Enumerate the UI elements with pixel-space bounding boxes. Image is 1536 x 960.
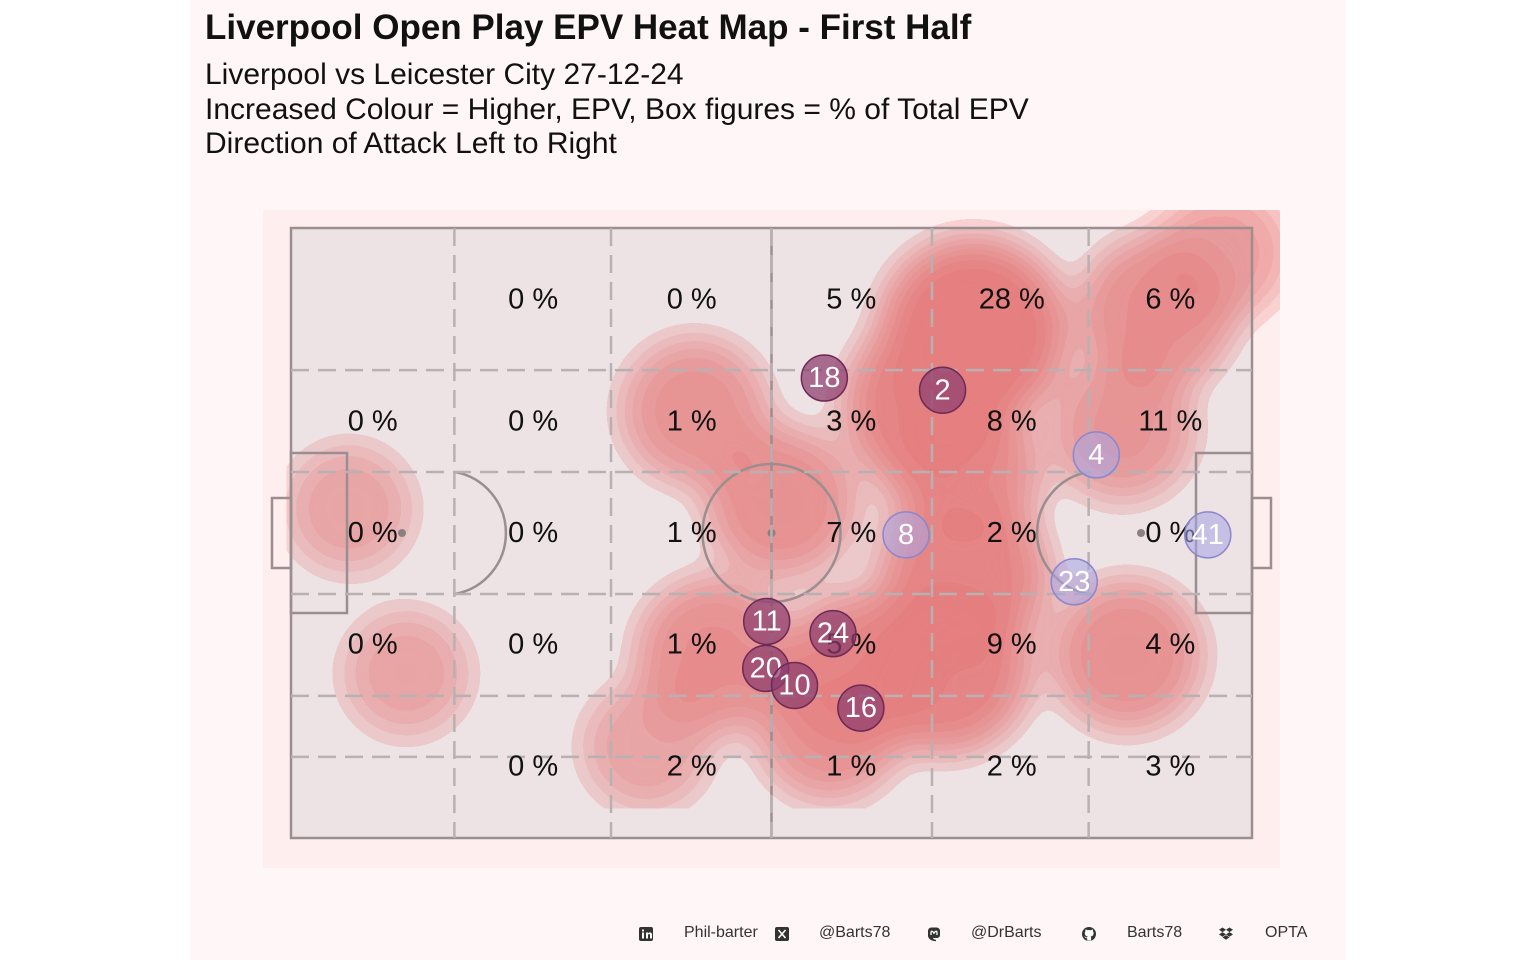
- heat-blob: [584, 684, 709, 809]
- player-marker: 4: [1072, 431, 1121, 479]
- player-circle: [837, 684, 885, 732]
- footer-mastodon-text: @DrBarts: [971, 924, 1042, 941]
- player-number-label: 18: [808, 362, 840, 394]
- subtitle-line-3: Direction of Attack Left to Right: [205, 127, 617, 160]
- player-circle: [809, 609, 857, 658]
- zone-percentage-label: 8 %: [987, 405, 1037, 437]
- dropbox-icon: [1219, 927, 1233, 940]
- player-marker: 2: [918, 366, 967, 415]
- zone-percentage-label: 9 %: [987, 629, 1037, 661]
- zone-percentage-label: 3 %: [1145, 751, 1195, 783]
- subtitle-line-2: Increased Colour = Higher, EPV, Box figu…: [205, 93, 1029, 126]
- left-penalty-arc: [454, 470, 508, 596]
- player-marker: 16: [837, 684, 885, 732]
- player-circle: [918, 366, 967, 415]
- zone-percentage-label: 6 %: [1145, 283, 1195, 315]
- zone-percentage-label: 1 %: [667, 629, 717, 661]
- zone-percentage-label: 0 %: [348, 405, 398, 437]
- player-number-label: 41: [1192, 519, 1224, 551]
- player-number-label: 24: [817, 618, 849, 650]
- player-number-label: 2: [934, 374, 950, 406]
- chart-title: Liverpool Open Play EPV Heat Map - First…: [205, 8, 972, 47]
- footer-x-text: @Barts78: [819, 924, 891, 941]
- player-number-label: 23: [1058, 566, 1090, 598]
- footer-github-text: Barts78: [1127, 924, 1183, 941]
- footer-linkedin-text: Phil-barter: [684, 924, 758, 941]
- player-marker: 24: [809, 609, 857, 658]
- player-circle: [742, 597, 791, 646]
- player-number-label: 10: [778, 670, 810, 702]
- zone-percentage-label: 0 %: [348, 517, 398, 549]
- subtitle-line-1: Liverpool vs Leicester City 27-12-24: [205, 58, 684, 91]
- player-number-label: 8: [898, 519, 914, 551]
- zone-percentage-label: 0 %: [667, 283, 717, 315]
- zone-percentage-label: 1 %: [667, 405, 717, 437]
- zone-percentage-label: 2 %: [987, 751, 1037, 783]
- x-twitter-icon: [775, 927, 789, 941]
- player-marker: 41: [1184, 511, 1232, 559]
- zone-percentage-label: 28 %: [979, 283, 1045, 315]
- player-circle: [770, 661, 819, 710]
- zone-percentage-label: 2 %: [667, 751, 717, 783]
- zone-percentage-label: 0 %: [348, 629, 398, 661]
- player-marker: 10: [770, 661, 819, 710]
- zone-percentage-label: 2 %: [987, 517, 1037, 549]
- player-circle: [1184, 511, 1232, 559]
- heat-blob: [345, 612, 468, 735]
- github-icon: [1082, 927, 1096, 941]
- linkedin-icon: [639, 927, 653, 941]
- footer-dropbox-text: OPTA: [1265, 924, 1308, 941]
- player-number-label: 4: [1088, 439, 1104, 471]
- player-marker: 11: [742, 597, 791, 646]
- footer-credits: Phil-barter @Barts78 @DrBarts Barts78 OP…: [0, 924, 1536, 948]
- player-number-label: 11: [752, 605, 782, 637]
- zone-percentage-label: 3 %: [826, 405, 876, 437]
- zone-percentage-label: 4 %: [1145, 629, 1195, 661]
- mastodon-icon: [928, 927, 940, 942]
- heat-blob: [1054, 582, 1200, 728]
- zone-percentage-label: 0 %: [508, 751, 558, 783]
- player-circle: [800, 354, 849, 402]
- heat-blob: [286, 446, 411, 571]
- heat-blob: [623, 340, 766, 482]
- zone-percentage-label: 0 %: [508, 517, 558, 549]
- zone-percentage-label: 0 %: [508, 629, 558, 661]
- player-marker: 18: [800, 354, 849, 402]
- heat-blob: [1157, 210, 1280, 318]
- zone-percentage-label: 1 %: [826, 751, 876, 783]
- right-penalty-spot: [1137, 529, 1145, 537]
- zone-percentage-label: 5 %: [826, 283, 876, 315]
- player-number-label: 16: [845, 692, 877, 724]
- player-circle: [1072, 431, 1121, 479]
- player-marker: 8: [882, 511, 930, 559]
- left-penalty-spot: [398, 529, 406, 537]
- left-goal: [270, 496, 293, 570]
- zone-percentage-label: 7 %: [826, 517, 876, 549]
- player-circle: [1050, 558, 1098, 606]
- zone-percentage-label: 0 %: [508, 405, 558, 437]
- player-marker: 23: [1050, 558, 1098, 606]
- zone-percentage-label: 0 %: [508, 283, 558, 315]
- heat-blob: [708, 430, 854, 575]
- right-goal: [1250, 496, 1273, 570]
- player-circle: [882, 511, 930, 559]
- zone-percentage-label: 1 %: [667, 517, 717, 549]
- zone-percentage-label: 11 %: [1138, 405, 1202, 437]
